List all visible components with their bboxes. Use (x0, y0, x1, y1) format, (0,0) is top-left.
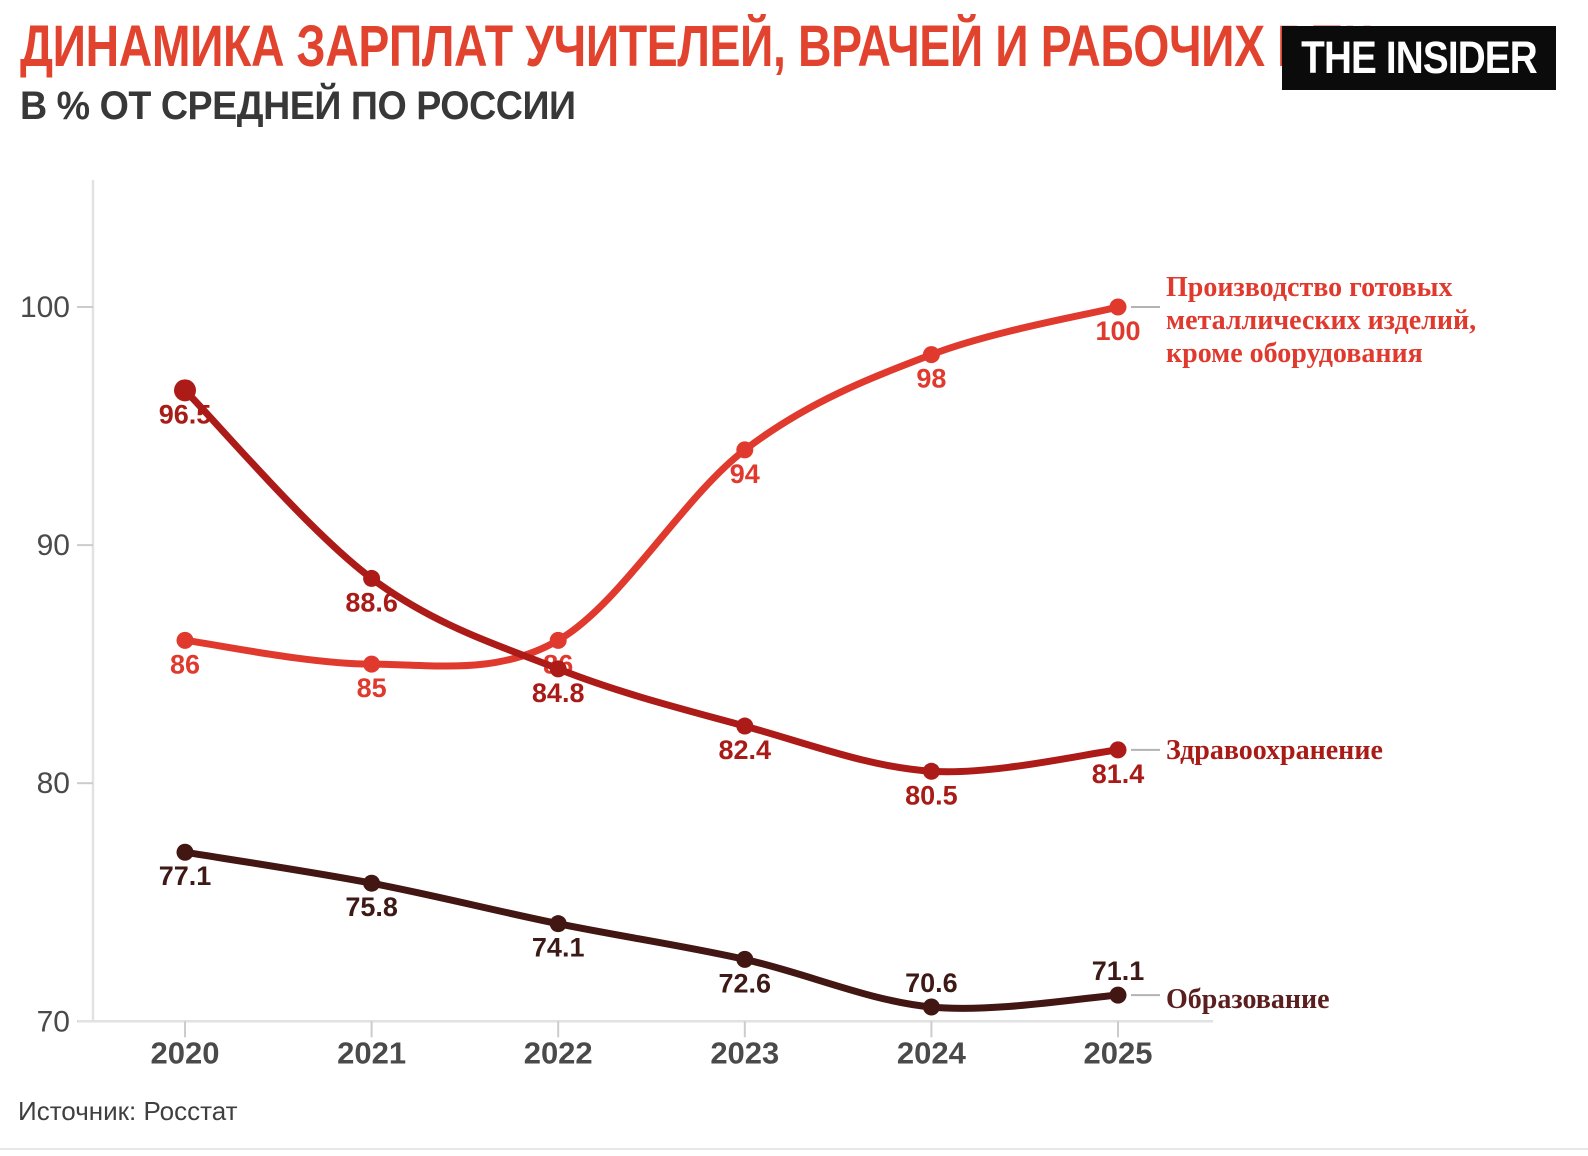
data-point-prod (736, 441, 754, 459)
value-label-prod: 86 (170, 649, 200, 679)
data-point-edu (922, 998, 940, 1016)
x-axis-label: 2020 (151, 1035, 220, 1070)
x-axis-label: 2023 (710, 1035, 779, 1070)
value-label-health: 82.4 (719, 735, 772, 765)
x-axis-label: 2022 (524, 1035, 593, 1070)
data-point-prod (922, 346, 940, 364)
the-insider-logo: THE INSIDER (1282, 26, 1556, 90)
data-point-edu (549, 915, 567, 933)
data-point-prod (363, 655, 381, 673)
value-label-health: 80.5 (905, 780, 958, 810)
value-label-health: 84.8 (532, 678, 585, 708)
value-label-prod: 94 (730, 459, 760, 489)
value-label-edu: 71.1 (1092, 956, 1145, 986)
data-point-edu (736, 950, 754, 968)
y-axis-label: 90 (37, 529, 70, 562)
y-axis-label: 100 (20, 291, 70, 324)
data-point-edu (176, 843, 194, 861)
series-name-edu: Образование (1166, 984, 1330, 1015)
data-point-health (922, 762, 940, 780)
series-line-edu (181, 848, 1122, 1012)
data-point-edu (1109, 986, 1127, 1004)
source-note: Источник: Росстат (18, 1096, 238, 1126)
y-axis-label: 70 (37, 1005, 70, 1038)
data-point-prod (549, 631, 567, 649)
value-label-edu: 75.8 (345, 892, 398, 922)
series-name-health: Здравоохранение (1166, 735, 1383, 766)
data-point-health (1109, 741, 1127, 759)
value-label-prod: 98 (916, 364, 946, 394)
value-label-prod: 100 (1095, 316, 1140, 346)
data-point-prod (1109, 298, 1127, 316)
value-label-health: 88.6 (345, 587, 398, 617)
value-label-edu: 70.6 (905, 968, 958, 998)
data-point-prod (176, 631, 194, 649)
series-line-prod (181, 303, 1122, 670)
value-label-edu: 77.1 (159, 861, 212, 891)
value-label-edu: 74.1 (532, 933, 585, 963)
x-axis-label: 2024 (897, 1035, 967, 1070)
y-axis-label: 80 (37, 767, 70, 800)
value-label-health: 96.5 (159, 399, 212, 429)
page-subtitle: В % ОТ СРЕДНЕЙ ПО РОССИИ (20, 84, 576, 128)
series-name-prod: металлических изделий, (1166, 305, 1476, 336)
value-label-health: 81.4 (1092, 759, 1145, 789)
value-label-edu: 72.6 (719, 968, 772, 998)
x-axis-label: 2021 (337, 1035, 406, 1070)
the-insider-logo-text: THE INSIDER (1301, 32, 1538, 83)
data-point-edu (363, 874, 381, 892)
series-line-health (181, 386, 1122, 776)
page-title: ДИНАМИКА ЗАРПЛАТ УЧИТЕЛЕЙ, ВРАЧЕЙ И РАБО… (20, 14, 1372, 79)
series-name-prod: кроме оборудования (1166, 338, 1423, 369)
series-name-prod: Производство готовых (1166, 272, 1452, 303)
data-point-health (549, 660, 567, 678)
value-label-prod: 85 (357, 673, 387, 703)
bottom-divider (0, 1148, 1588, 1150)
x-axis-label: 2025 (1084, 1035, 1153, 1070)
data-point-health (736, 717, 754, 735)
data-point-health (174, 379, 196, 402)
data-point-health (363, 569, 381, 587)
